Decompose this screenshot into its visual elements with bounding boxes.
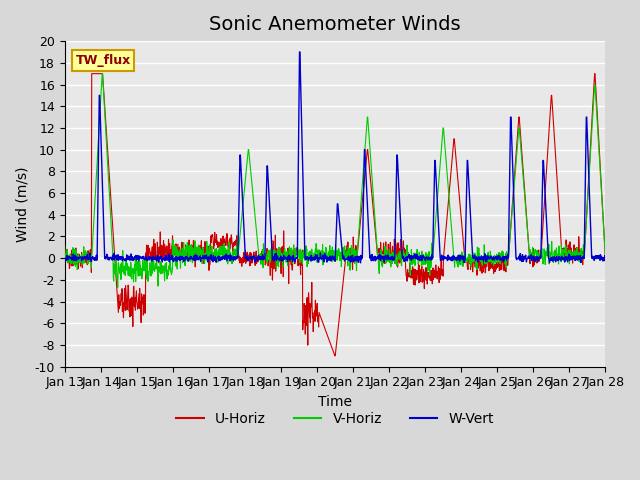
Title: Sonic Anemometer Winds: Sonic Anemometer Winds xyxy=(209,15,461,34)
X-axis label: Time: Time xyxy=(318,395,352,409)
Text: TW_flux: TW_flux xyxy=(76,54,131,67)
Legend: U-Horiz, V-Horiz, W-Vert: U-Horiz, V-Horiz, W-Vert xyxy=(170,406,500,432)
Y-axis label: Wind (m/s): Wind (m/s) xyxy=(15,166,29,241)
